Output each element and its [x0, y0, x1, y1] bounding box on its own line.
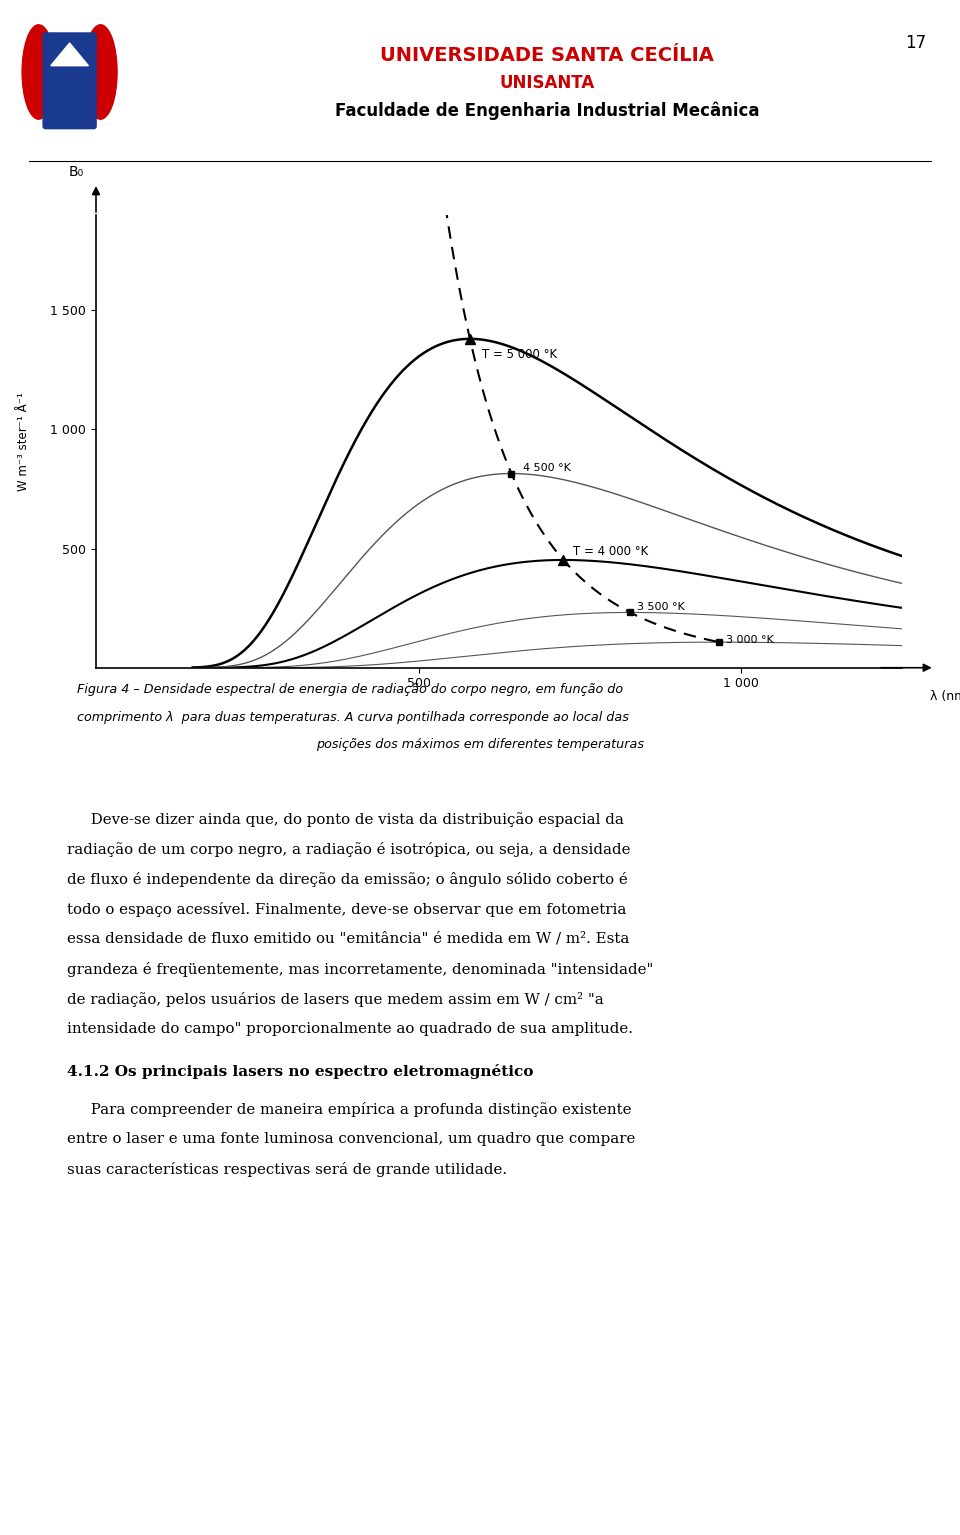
Text: T = 4 000 °K: T = 4 000 °K [573, 545, 648, 559]
Text: grandeza é freqüentemente, mas incorretamente, denominada "intensidade": grandeza é freqüentemente, mas incorreta… [67, 961, 654, 976]
Ellipse shape [84, 25, 117, 120]
Text: Figura 4 – Densidade espectral de energia de radiação do corpo negro, em função : Figura 4 – Densidade espectral de energi… [77, 683, 623, 695]
Text: entre o laser e uma fonte luminosa convencional, um quadro que compare: entre o laser e uma fonte luminosa conve… [67, 1133, 636, 1147]
Text: 4.1.2 Os principais lasers no espectro eletromagnético: 4.1.2 Os principais lasers no espectro e… [67, 1064, 534, 1079]
Text: de radiação, pelos usuários de lasers que medem assim em W / cm² "a: de radiação, pelos usuários de lasers qu… [67, 992, 604, 1007]
Text: UNIVERSIDADE SANTA CECÍLIA: UNIVERSIDADE SANTA CECÍLIA [380, 46, 714, 64]
Ellipse shape [22, 25, 56, 120]
Text: T = 5 000 °K: T = 5 000 °K [482, 348, 557, 361]
Text: 4 500 °K: 4 500 °K [523, 464, 571, 473]
Text: todo o espaço acessível. Finalmente, deve-se observar que em fotometria: todo o espaço acessível. Finalmente, dev… [67, 903, 627, 916]
Text: suas características respectivas será de grande utilidade.: suas características respectivas será de… [67, 1162, 507, 1177]
Text: posições dos máximos em diferentes temperaturas: posições dos máximos em diferentes tempe… [316, 738, 644, 751]
Text: intensidade do campo" proporcionalmente ao quadrado de sua amplitude.: intensidade do campo" proporcionalmente … [67, 1022, 634, 1036]
Text: λ (nm): λ (nm) [930, 691, 960, 703]
Text: W m⁻³ ster⁻¹ Å⁻¹: W m⁻³ ster⁻¹ Å⁻¹ [17, 391, 30, 491]
Text: Para compreender de maneira empírica a profunda distinção existente: Para compreender de maneira empírica a p… [67, 1102, 632, 1117]
Text: de fluxo é independente da direção da emissão; o ângulo sólido coberto é: de fluxo é independente da direção da em… [67, 872, 628, 887]
Text: UNISANTA: UNISANTA [499, 74, 595, 92]
FancyBboxPatch shape [43, 32, 96, 129]
Text: 3 500 °K: 3 500 °K [636, 602, 684, 612]
Text: essa densidade de fluxo emitido ou "emitância" é medida em W / m². Esta: essa densidade de fluxo emitido ou "emit… [67, 932, 630, 946]
Text: 17: 17 [905, 34, 926, 52]
Text: radiação de um corpo negro, a radiação é isotrópica, ou seja, a densidade: radiação de um corpo negro, a radiação é… [67, 843, 631, 857]
Text: comprimento λ  para duas temperaturas. A curva pontilhada corresponde ao local d: comprimento λ para duas temperaturas. A … [77, 711, 629, 723]
Polygon shape [51, 43, 88, 66]
Text: B₀: B₀ [68, 164, 84, 178]
Text: Faculdade de Engenharia Industrial Mecânica: Faculdade de Engenharia Industrial Mecân… [335, 101, 759, 120]
Text: 3 000 °K: 3 000 °K [726, 635, 774, 645]
Text: Deve-se dizer ainda que, do ponto de vista da distribuição espacial da: Deve-se dizer ainda que, do ponto de vis… [67, 812, 624, 827]
